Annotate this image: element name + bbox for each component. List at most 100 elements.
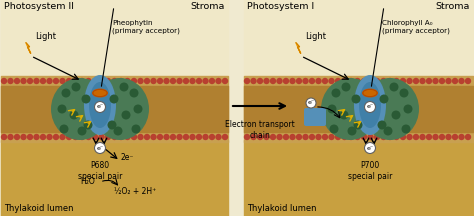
Circle shape [189,78,196,84]
Circle shape [335,134,341,140]
Circle shape [250,134,257,140]
Circle shape [257,78,263,84]
Circle shape [144,78,150,84]
Circle shape [403,105,412,113]
Circle shape [341,134,348,140]
Text: Pheophytin
(primary acceptor): Pheophytin (primary acceptor) [112,20,180,34]
Circle shape [144,134,150,140]
Circle shape [78,127,86,135]
Circle shape [164,134,170,140]
Circle shape [296,78,302,84]
Text: Stroma: Stroma [436,2,470,11]
Circle shape [183,78,189,84]
Circle shape [215,134,222,140]
Circle shape [82,95,91,103]
Ellipse shape [84,75,116,135]
Circle shape [406,78,413,84]
Circle shape [105,134,111,140]
Circle shape [374,78,380,84]
Circle shape [354,121,363,130]
Text: Electron transport
chain: Electron transport chain [225,120,295,140]
Ellipse shape [361,78,419,140]
Circle shape [348,134,354,140]
Circle shape [406,134,413,140]
Text: P680
special pair: P680 special pair [78,161,122,181]
Circle shape [315,134,322,140]
Circle shape [27,78,33,84]
Circle shape [108,121,117,130]
Text: e⁻: e⁻ [96,146,103,151]
Circle shape [263,134,270,140]
Circle shape [202,134,209,140]
Circle shape [46,134,53,140]
Circle shape [53,134,59,140]
Circle shape [339,111,348,119]
Circle shape [328,105,337,113]
Circle shape [322,134,328,140]
Text: Photosystem I: Photosystem I [247,2,314,11]
Circle shape [270,134,276,140]
Circle shape [309,134,315,140]
Circle shape [105,78,111,84]
Circle shape [131,124,140,133]
Circle shape [270,78,276,84]
Circle shape [164,78,170,84]
Circle shape [202,78,209,84]
Circle shape [283,134,289,140]
Circle shape [134,105,143,113]
Circle shape [335,78,341,84]
Circle shape [354,134,361,140]
Polygon shape [296,43,301,54]
Circle shape [66,134,72,140]
Circle shape [59,134,66,140]
Circle shape [222,78,228,84]
Circle shape [157,78,163,84]
Circle shape [445,78,452,84]
Circle shape [94,143,106,154]
Circle shape [341,78,348,84]
Circle shape [209,134,215,140]
Circle shape [365,102,375,113]
Text: Stroma: Stroma [191,2,225,11]
Circle shape [413,78,419,84]
Ellipse shape [321,78,379,140]
Circle shape [458,78,465,84]
Circle shape [118,134,124,140]
Circle shape [348,78,354,84]
Circle shape [85,78,91,84]
Circle shape [170,78,176,84]
Circle shape [57,105,66,113]
Circle shape [329,124,338,133]
FancyBboxPatch shape [304,108,326,126]
Circle shape [66,78,72,84]
Circle shape [367,78,374,84]
Circle shape [328,134,335,140]
Circle shape [365,143,375,154]
Circle shape [92,134,98,140]
Circle shape [183,134,189,140]
Circle shape [331,89,340,97]
Circle shape [244,134,250,140]
Text: e⁻: e⁻ [366,146,374,151]
Circle shape [400,134,406,140]
Circle shape [33,78,40,84]
Ellipse shape [89,82,111,128]
Circle shape [20,78,27,84]
Circle shape [439,134,445,140]
Circle shape [124,78,131,84]
Circle shape [302,78,309,84]
Circle shape [296,134,302,140]
Circle shape [131,78,137,84]
Circle shape [289,78,296,84]
Circle shape [170,134,176,140]
Circle shape [347,127,356,135]
Ellipse shape [51,78,109,140]
Circle shape [94,102,106,113]
Circle shape [46,78,53,84]
Circle shape [390,83,399,92]
Circle shape [276,78,283,84]
Text: Photosystem II: Photosystem II [4,2,74,11]
Circle shape [400,78,406,84]
Circle shape [432,78,439,84]
Circle shape [113,127,122,135]
